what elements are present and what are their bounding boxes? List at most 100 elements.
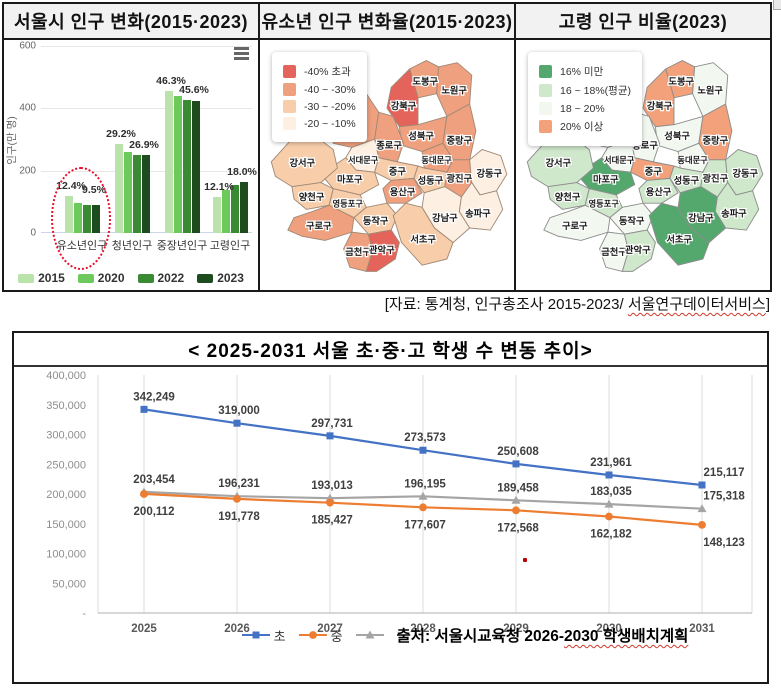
data-label-중: 162,182 xyxy=(590,529,632,541)
bar-legend-item[interactable]: 2022 xyxy=(137,271,184,285)
map-legend-row: -20 ~ -10% xyxy=(283,117,356,130)
map-district-label: 노원구 xyxy=(697,85,723,96)
bar-group xyxy=(165,91,200,233)
map-district xyxy=(714,182,760,231)
square-marker-icon xyxy=(140,405,148,413)
bar-y-axis-title: 인구(만 명) xyxy=(5,115,18,165)
legend-label: 2020 xyxy=(97,271,125,285)
bar-2020 xyxy=(174,96,182,233)
map-legend: -40% 초과 -40 ~ -30% -30 ~ -20% -20 ~ -10% xyxy=(272,52,367,142)
line-chart-svg: 400,000 350,000 300,000 250,000 200,000 150,0… xyxy=(46,370,753,635)
map-district-label: 강북구 xyxy=(391,100,417,111)
line-chart-area: 400,000 350,000 300,000 250,000 200,000 150,0… xyxy=(14,367,765,650)
data-label-고: 189,458 xyxy=(497,482,539,494)
data-label-중: 185,427 xyxy=(311,515,353,527)
data-label-고: 183,035 xyxy=(590,486,632,498)
bar-group xyxy=(213,182,248,233)
triangle-marker-icon xyxy=(418,491,428,500)
data-label-고: 196,195 xyxy=(404,478,446,490)
youth-map-area: -40% 초과 -40 ~ -30% -30 ~ -20% -20 ~ -10% 도봉구… xyxy=(260,40,514,290)
map-district-label: 중구 xyxy=(645,166,663,176)
data-label-고: 196,231 xyxy=(218,478,260,490)
line-chart-source: 출처: 서울시교육청 2026-2030 학생배치계획 xyxy=(397,624,689,646)
map-district-label: 강서구 xyxy=(545,157,571,168)
panel-title-youth-map: 유소년 인구 변화율(2015·2023) xyxy=(260,4,514,40)
circle-marker-icon xyxy=(419,503,427,512)
line-x-tick-label: 2029 xyxy=(503,623,529,635)
map-district-label: 서대문구 xyxy=(604,155,635,165)
hamburger-menu-icon[interactable] xyxy=(234,47,249,62)
map-legend-label: 18 ~ 20% xyxy=(560,102,605,115)
bar-legend: 2015 2020 2022 2023 xyxy=(4,271,258,285)
legend-swatch-icon xyxy=(197,273,214,283)
map-district-label: 송파구 xyxy=(465,208,491,219)
map-district-label: 양천구 xyxy=(555,191,581,202)
panel-elderly-ratio-map: 고령 인구 비율(2023) 16% 미만 16 ~ 18%(평균) 18 ~ 20… xyxy=(514,4,770,290)
bar-2015 xyxy=(115,144,123,233)
line-x-tick-label: 2028 xyxy=(410,623,436,635)
bar-2020 xyxy=(222,190,230,233)
circle-marker-icon xyxy=(308,631,317,639)
map-legend-row: 20% 이상 xyxy=(539,119,631,134)
pct-label-2023: 18.0% xyxy=(227,165,257,178)
bar-2020 xyxy=(124,152,132,233)
map-district-label: 강북구 xyxy=(647,100,673,111)
map-district-label: 강서구 xyxy=(289,157,315,168)
map-legend-swatch-icon xyxy=(283,117,296,130)
source-underlined-text: 서울연구데이터서비스 xyxy=(627,296,766,313)
map-district-label: 마포구 xyxy=(337,174,363,185)
bar-legend-item[interactable]: 2020 xyxy=(77,271,125,285)
map-district-label: 성북구 xyxy=(664,130,690,141)
map-district xyxy=(287,204,355,241)
bar-y-tick-label: 0 xyxy=(30,227,36,239)
line-x-tick-label: 2031 xyxy=(689,623,715,635)
line-y-tick-label: 250,000 xyxy=(46,459,86,471)
data-label-초: 250,608 xyxy=(497,446,539,458)
bar-2022 xyxy=(133,155,141,233)
line-y-tick-label: - xyxy=(82,608,86,620)
map-district-label: 관악구 xyxy=(369,244,395,255)
panel-title-population-change: 서울시 인구 변화(2015·2023) xyxy=(4,4,258,40)
panel-title-elderly-map: 고령 인구 비율(2023) xyxy=(516,4,770,40)
map-district xyxy=(543,204,611,241)
line-source-prefix: 출처: 서울시교육청 2026- xyxy=(396,628,565,645)
map-district-label: 성동구 xyxy=(418,175,444,186)
line-legend-item[interactable] xyxy=(355,629,385,641)
bar-category-label: 청년인구 xyxy=(111,240,153,252)
map-district-label: 도봉구 xyxy=(412,76,438,86)
map-district-label: 도봉구 xyxy=(668,76,694,86)
bar-2023 xyxy=(142,155,150,233)
map-district-label: 금천구 xyxy=(345,247,371,257)
bar-legend-item[interactable]: 2015 xyxy=(18,271,65,285)
line-y-tick-label: 50,000 xyxy=(52,578,86,590)
pct-label-2015: 12.1% xyxy=(204,181,234,194)
bar-2022 xyxy=(183,100,191,233)
map-district-label: 광진구 xyxy=(703,173,729,184)
map-district-label: 서초구 xyxy=(666,233,692,244)
map-legend-row: -40% 초과 xyxy=(283,64,356,79)
map-district-label: 종로구 xyxy=(376,140,402,150)
map-legend-label: -40% 초과 xyxy=(304,66,351,78)
line-legend-item[interactable]: 중 xyxy=(298,626,343,645)
map-district-label: 동작구 xyxy=(619,215,645,226)
map-legend-label: -30 ~ -20% xyxy=(304,100,356,113)
map-legend-swatch-icon xyxy=(539,102,552,115)
line-x-tick-label: 2027 xyxy=(317,623,343,635)
panel-youth-change-map: 유소년 인구 변화율(2015·2023) -40% 초과 -40 ~ -30% -… xyxy=(258,4,514,290)
bar-2015 xyxy=(213,197,221,233)
bar-y-tick-label: 200 xyxy=(19,165,36,177)
data-label-초: 342,249 xyxy=(133,391,175,403)
legend-swatch-icon xyxy=(137,273,154,283)
map-district-label: 구로구 xyxy=(306,221,332,231)
data-label-초: 231,961 xyxy=(590,457,632,469)
square-marker-icon xyxy=(698,481,706,489)
highlight-ellipse-annotation xyxy=(51,167,111,270)
bar-chart-area: 인구(만 명) 600 400 200 0 12.4% 9.5% 29.2% 26.9% 46.… xyxy=(4,40,258,290)
line-y-tick-label: 200,000 xyxy=(46,489,86,501)
bar-legend-item[interactable]: 2023 xyxy=(197,271,244,285)
line-legend-marker xyxy=(355,630,384,639)
bar-2023 xyxy=(240,182,248,233)
line-legend-item[interactable]: 초 xyxy=(241,626,286,645)
